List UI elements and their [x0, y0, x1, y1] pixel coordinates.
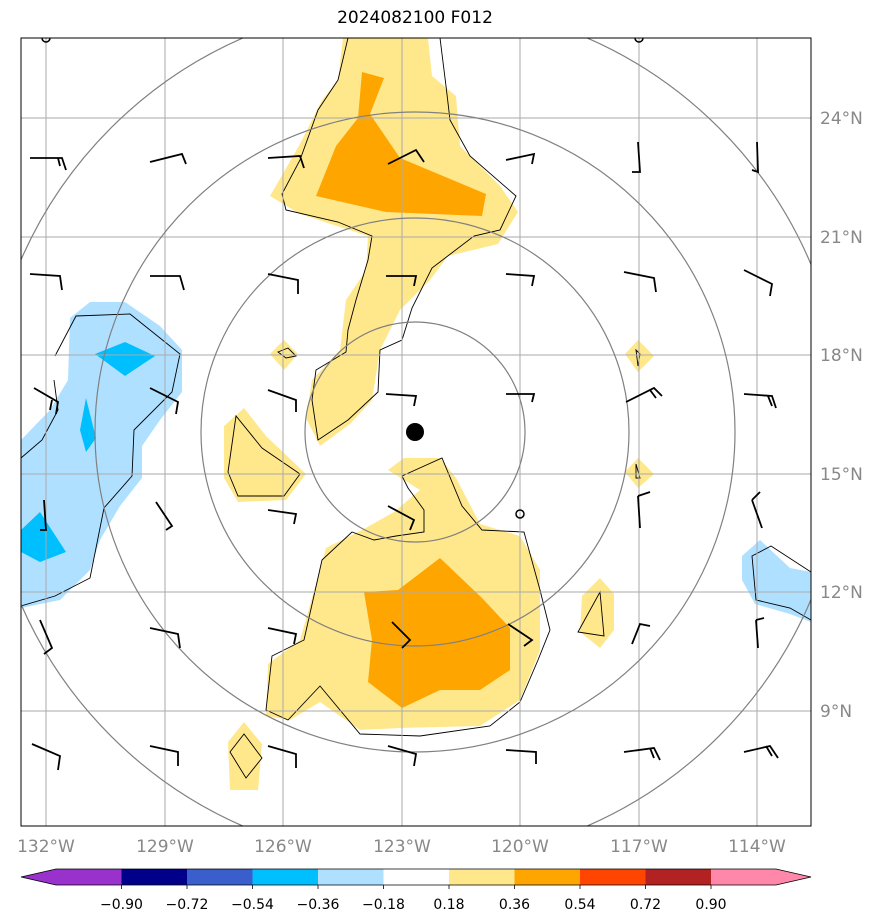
plot-frame [20, 37, 812, 827]
lon-label-132w: 132°W [17, 837, 75, 857]
colorbar-swatch [514, 869, 580, 885]
colorbar-label: −0.54 [231, 897, 274, 913]
lat-label-9n: 9°N [820, 702, 852, 722]
colorbar-label: −0.90 [100, 897, 143, 913]
lat-label-21n: 21°N [820, 228, 863, 248]
lat-label-18n: 18°N [820, 346, 863, 366]
map-title: 2024082100 F012 [337, 8, 493, 28]
contour-lines [21, 38, 811, 779]
colorbar-swatch [187, 869, 253, 885]
lon-label-123w: 123°W [373, 837, 431, 857]
colorbar-label: −0.36 [297, 897, 340, 913]
colorbar-label: 0.72 [630, 897, 661, 913]
range-rings [21, 38, 811, 826]
lat-label-15n: 15°N [820, 465, 863, 485]
colorbar-label: 0.54 [564, 897, 595, 913]
colorbar-swatch [580, 869, 646, 885]
colorbar: −0.90 −0.72 −0.54 −0.36 −0.18 0.18 0.36 … [20, 868, 812, 913]
colorbar-swatch [711, 869, 776, 885]
colorbar-label: 0.18 [433, 897, 464, 913]
colorbar-swatch [56, 869, 122, 885]
lon-label-120w: 120°W [491, 837, 549, 857]
lon-labels: 132°W 129°W 126°W 123°W 120°W 117°W 114°… [17, 837, 786, 857]
lon-label-126w: 126°W [254, 837, 312, 857]
colorbar-label: 0.36 [499, 897, 530, 913]
lat-label-24n: 24°N [820, 109, 863, 129]
colorbar-label: 0.90 [695, 897, 726, 913]
colorbar-swatch [645, 869, 711, 885]
colorbar-ticks [121, 885, 712, 889]
colorbar-label: −0.18 [362, 897, 405, 913]
storm-center-marker [406, 423, 424, 441]
calm-markers [41, 38, 644, 519]
lat-labels: 24°N 21°N 18°N 15°N 12°N 9°N [820, 109, 863, 722]
lon-label-114w: 114°W [728, 837, 786, 857]
colorbar-swatch [252, 869, 318, 885]
wind-barbs [29, 141, 779, 771]
lon-label-129w: 129°W [136, 837, 194, 857]
colorbar-swatch [121, 869, 187, 885]
colorbar-swatch [318, 869, 384, 885]
colorbar-swatch [776, 869, 811, 885]
lon-label-117w: 117°W [610, 837, 668, 857]
lat-label-12n: 12°N [820, 583, 863, 603]
plot-area [21, 38, 811, 826]
colorbar-label: −0.72 [166, 897, 209, 913]
colorbar-swatch [449, 869, 515, 885]
colorbar-swatch [21, 869, 56, 885]
gridlines [21, 38, 811, 826]
colorbar-swatch [383, 869, 449, 885]
colorbar-outline [20, 868, 812, 886]
